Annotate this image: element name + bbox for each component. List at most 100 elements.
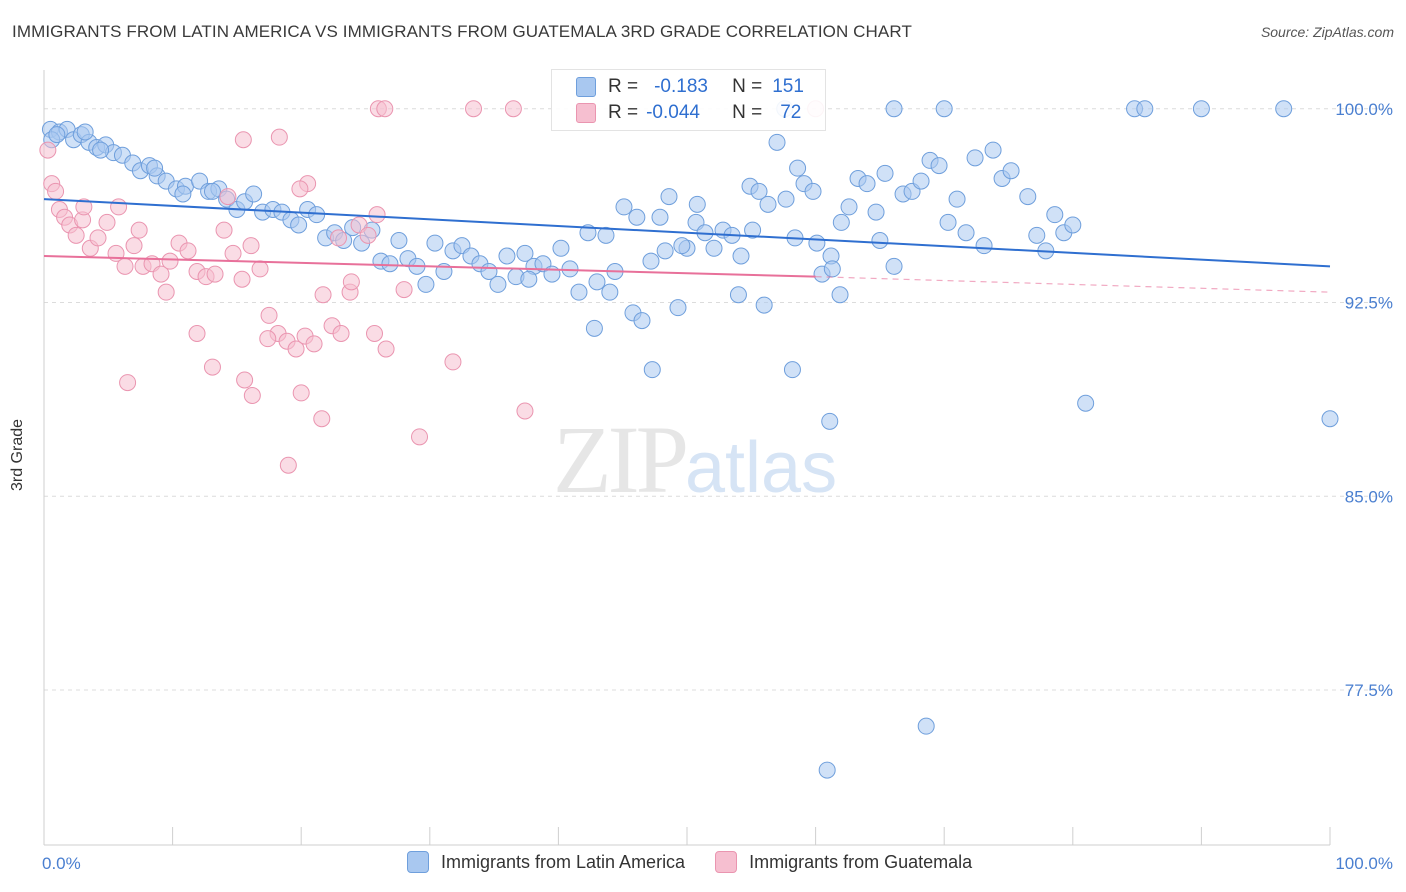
data-point-latin-america: [552, 239, 570, 257]
watermark: ZIPatlas: [553, 404, 837, 515]
data-point-guatemala: [206, 265, 224, 283]
data-point-guatemala: [516, 402, 534, 420]
legend-n-value: 151: [772, 76, 804, 97]
legend-label-latin-america: Immigrants from Latin America: [441, 851, 686, 872]
data-point-guatemala: [368, 206, 386, 224]
data-point-guatemala: [179, 242, 197, 260]
data-point-latin-america: [381, 255, 399, 273]
data-point-latin-america: [245, 185, 263, 203]
data-point-guatemala: [444, 353, 462, 371]
data-point-latin-america: [203, 182, 221, 200]
legend-item-latin-america: Immigrants from Latin America: [407, 851, 685, 873]
data-point-latin-america: [1002, 162, 1020, 180]
data-point-guatemala: [366, 325, 384, 342]
data-point-latin-america: [759, 195, 777, 213]
data-point-latin-america: [818, 761, 836, 779]
data-point-latin-america: [660, 188, 678, 206]
data-point-latin-america: [290, 216, 308, 234]
data-point-guatemala: [157, 283, 175, 301]
data-point-latin-america: [867, 203, 885, 221]
data-point-latin-america: [1064, 216, 1082, 234]
data-point-latin-america: [939, 213, 957, 231]
data-point-guatemala: [188, 325, 206, 342]
data-point-guatemala: [260, 306, 278, 324]
legend-label-guatemala: Immigrants from Guatemala: [749, 851, 973, 872]
data-point-latin-america: [885, 100, 903, 118]
data-point-guatemala: [305, 335, 323, 353]
data-point-guatemala: [251, 260, 269, 278]
data-point-guatemala: [292, 384, 310, 402]
data-point-latin-america: [1321, 410, 1339, 428]
series-legend: Immigrants from Latin America Immigrants…: [407, 851, 1002, 873]
data-point-guatemala: [504, 100, 522, 118]
data-point-guatemala: [67, 226, 85, 244]
data-point-latin-america: [729, 286, 747, 304]
data-point-guatemala: [329, 229, 347, 247]
legend-swatch-blue: [407, 851, 429, 873]
x-tick-label: 100.0%: [1335, 854, 1393, 873]
series-latin-america-points: [41, 100, 1339, 779]
data-point-guatemala: [224, 244, 242, 262]
data-point-latin-america: [1046, 206, 1064, 224]
data-point-latin-america: [871, 232, 889, 249]
data-point-latin-america: [426, 234, 444, 252]
data-point-guatemala: [377, 340, 395, 358]
data-point-latin-america: [688, 195, 706, 213]
data-point-latin-america: [669, 299, 687, 317]
data-point-latin-america: [48, 126, 66, 144]
data-point-latin-america: [615, 198, 633, 216]
data-point-guatemala: [411, 428, 429, 446]
data-point-latin-america: [656, 242, 674, 260]
data-point-guatemala: [236, 371, 254, 389]
data-point-latin-america: [642, 252, 660, 270]
data-point-latin-america: [821, 412, 839, 430]
data-point-guatemala: [233, 270, 251, 288]
data-point-latin-america: [823, 260, 841, 278]
data-point-latin-america: [1077, 394, 1095, 412]
y-tick-label: 100.0%: [1335, 100, 1393, 119]
data-point-guatemala: [342, 273, 360, 291]
data-point-latin-america: [1028, 226, 1046, 244]
legend-r-value: -0.183: [654, 76, 708, 97]
legend-r-label: R =: [608, 76, 639, 97]
data-point-guatemala: [279, 456, 297, 474]
data-point-latin-america: [808, 234, 826, 252]
data-point-guatemala: [130, 221, 148, 239]
data-point-latin-america: [912, 172, 930, 190]
data-point-latin-america: [146, 159, 164, 177]
data-point-guatemala: [291, 180, 309, 198]
trend-lines: [43, 198, 1331, 293]
data-point-guatemala: [89, 229, 107, 247]
data-point-latin-america: [732, 247, 750, 265]
data-point-latin-america: [498, 247, 516, 265]
data-point-latin-america: [831, 286, 849, 304]
data-point-latin-america: [489, 275, 507, 293]
data-point-latin-america: [744, 221, 762, 239]
data-point-latin-america: [783, 361, 801, 379]
data-point-guatemala: [395, 281, 413, 299]
trend-line-guatemala-extrapolated: [815, 276, 1331, 293]
data-point-latin-america: [858, 175, 876, 193]
data-point-guatemala: [116, 257, 134, 275]
trend-line-latin-america: [43, 198, 1331, 268]
data-point-latin-america: [750, 182, 768, 200]
data-point-guatemala: [314, 286, 332, 304]
data-point-latin-america: [948, 190, 966, 208]
data-point-latin-america: [966, 149, 984, 167]
data-point-guatemala: [313, 410, 331, 428]
data-point-latin-america: [768, 133, 786, 151]
data-point-latin-america: [516, 244, 534, 262]
data-point-latin-america: [1019, 188, 1037, 206]
data-point-latin-america: [585, 319, 603, 337]
data-point-guatemala: [219, 188, 237, 206]
data-point-latin-america: [975, 237, 993, 255]
data-point-latin-america: [876, 164, 894, 182]
legend-n-label: N =: [732, 76, 763, 97]
data-point-latin-america: [930, 157, 948, 175]
data-point-guatemala: [203, 358, 221, 376]
data-point-latin-america: [597, 226, 615, 244]
y-tick-label: 85.0%: [1345, 487, 1393, 506]
data-point-guatemala: [215, 221, 233, 239]
data-point-guatemala: [125, 237, 143, 255]
